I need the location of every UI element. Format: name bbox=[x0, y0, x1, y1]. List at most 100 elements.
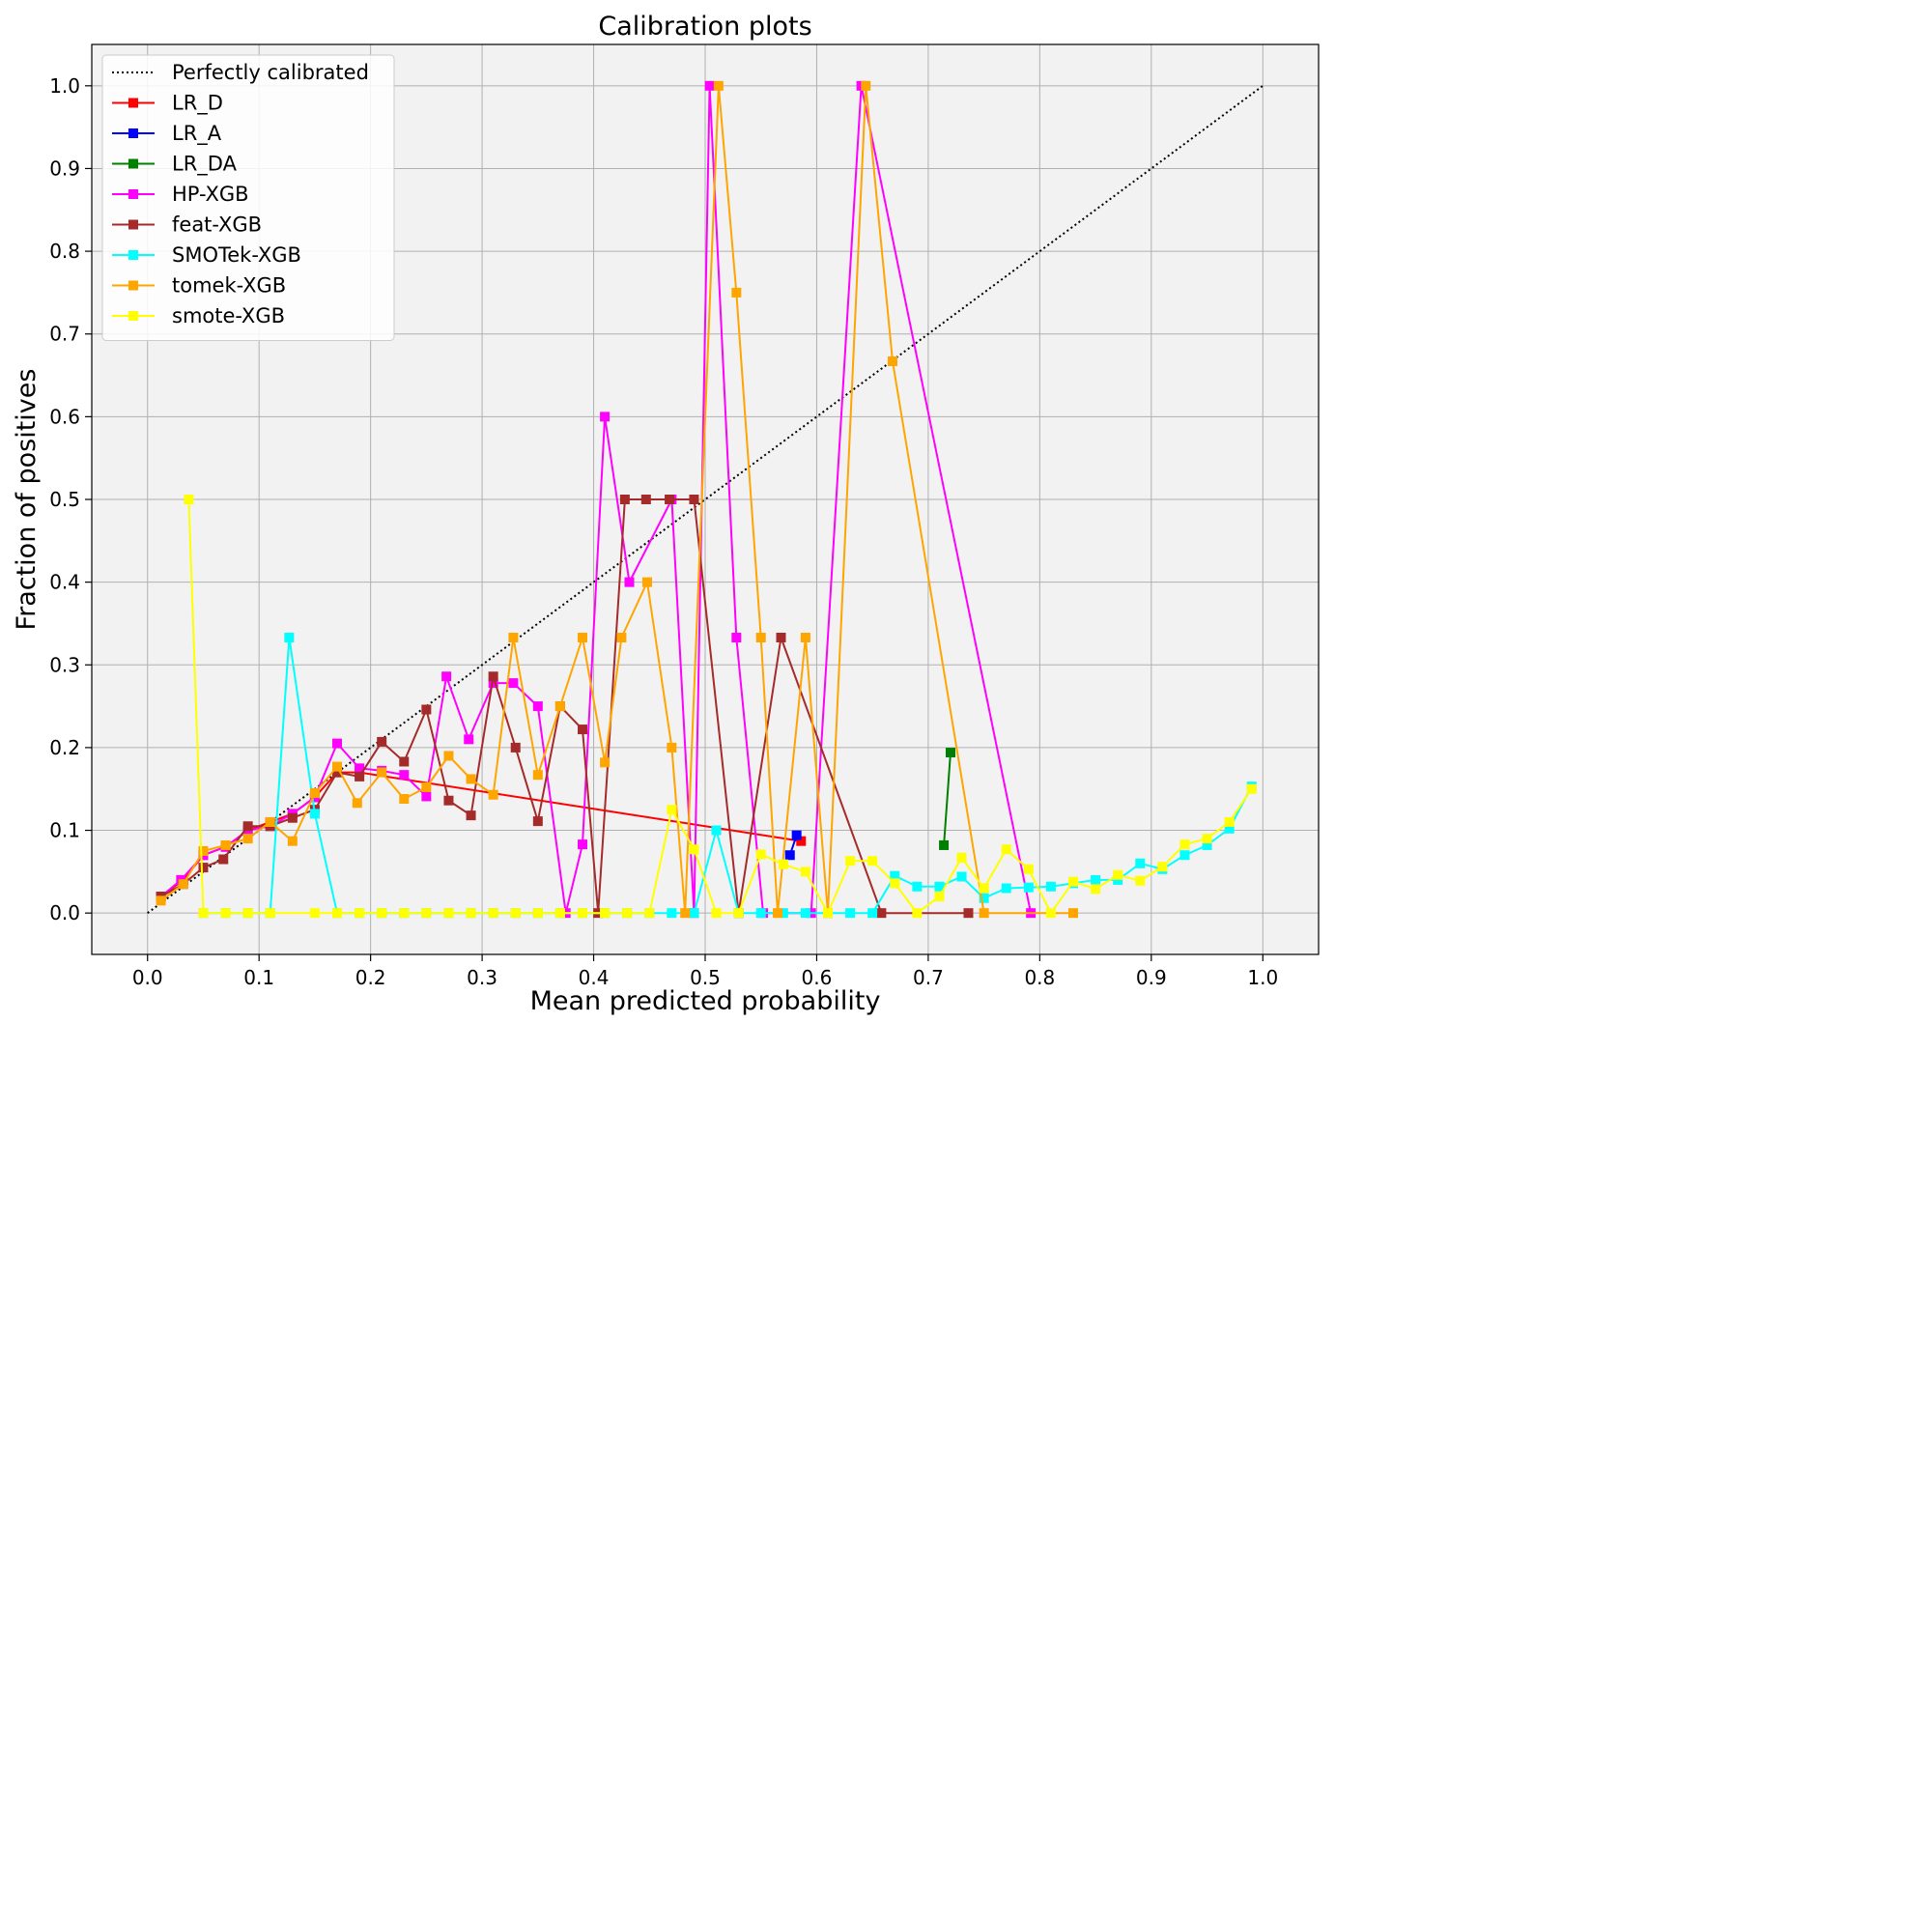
x-tick-label: 0.7 bbox=[913, 966, 944, 989]
legend-marker-lr-d bbox=[128, 98, 138, 108]
data-point-tomek-xgb bbox=[508, 633, 519, 643]
data-point-tomek-xgb bbox=[979, 908, 989, 919]
data-point-hp-xgb bbox=[624, 577, 635, 587]
data-point-smotek-xgb bbox=[956, 871, 967, 882]
data-point-smote-xgb bbox=[979, 883, 989, 894]
data-point-smote-xgb bbox=[242, 908, 253, 919]
y-tick-label: 0.2 bbox=[49, 736, 80, 759]
data-point-tomek-xgb bbox=[466, 774, 476, 784]
data-point-smote-xgb bbox=[578, 908, 587, 919]
data-point-smote-xgb bbox=[355, 908, 365, 919]
series-line-lr-da bbox=[943, 752, 952, 846]
data-point-feat-xgb bbox=[242, 821, 253, 832]
data-point-smotek-xgb bbox=[755, 908, 766, 919]
data-point-smote-xgb bbox=[1023, 864, 1034, 874]
data-point-feat-xgb bbox=[876, 908, 887, 919]
legend-marker-smotek-xgb bbox=[128, 250, 138, 260]
data-point-feat-xgb bbox=[355, 771, 365, 781]
data-point-tomek-xgb bbox=[755, 633, 766, 643]
data-point-smotek-xgb bbox=[689, 908, 699, 919]
x-axis-label: Mean predicted probability bbox=[530, 986, 881, 1016]
data-point-feat-xgb bbox=[218, 854, 229, 865]
data-point-smote-xgb bbox=[1179, 839, 1190, 850]
data-point-tomek-xgb bbox=[600, 757, 611, 768]
data-point-tomek-xgb bbox=[198, 845, 209, 856]
data-point-smote-xgb bbox=[823, 908, 833, 919]
data-point-feat-xgb bbox=[619, 495, 630, 504]
data-point-smote-xgb bbox=[443, 908, 454, 919]
data-point-hp-xgb bbox=[508, 678, 519, 689]
y-tick-label: 0.8 bbox=[49, 240, 80, 263]
y-axis-label: Fraction of positives bbox=[12, 369, 42, 631]
data-point-smote-xgb bbox=[711, 908, 722, 919]
legend-label-perfectly-calibrated: Perfectly calibrated bbox=[172, 61, 369, 84]
data-point-tomek-xgb bbox=[887, 355, 897, 366]
data-point-feat-xgb bbox=[466, 810, 476, 821]
data-point-tomek-xgb bbox=[399, 794, 410, 805]
y-tick-label: 0.9 bbox=[49, 156, 80, 180]
data-point-feat-xgb bbox=[198, 863, 209, 873]
legend-marker-hp-xgb bbox=[128, 189, 138, 199]
data-point-tomek-xgb bbox=[488, 789, 498, 800]
x-tick-label: 0.0 bbox=[132, 966, 163, 989]
data-point-smotek-xgb bbox=[1113, 874, 1123, 885]
data-point-smote-xgb bbox=[488, 908, 498, 919]
data-point-tomek-xgb bbox=[287, 836, 298, 846]
data-point-smotek-xgb bbox=[778, 908, 788, 919]
series-tomek-xgb bbox=[156, 80, 1078, 919]
data-point-smote-xgb bbox=[1113, 869, 1123, 880]
data-point-smote-xgb bbox=[1202, 834, 1212, 844]
data-point-smote-xgb bbox=[184, 495, 194, 504]
x-tick-label: 0.1 bbox=[243, 966, 274, 989]
data-point-smote-xgb bbox=[532, 908, 543, 919]
data-point-smotek-xgb bbox=[284, 633, 295, 643]
data-point-smotek-xgb bbox=[912, 881, 923, 892]
series-lr-a bbox=[784, 830, 802, 861]
x-tick-label: 0.5 bbox=[690, 966, 721, 989]
data-point-smote-xgb bbox=[667, 805, 677, 815]
data-point-hp-xgb bbox=[441, 671, 452, 682]
data-point-tomek-xgb bbox=[641, 577, 652, 587]
data-point-smote-xgb bbox=[1001, 844, 1011, 855]
data-point-hp-xgb bbox=[578, 839, 587, 850]
y-tick-label: 0.5 bbox=[49, 488, 80, 511]
y-tick-label: 1.0 bbox=[49, 74, 80, 98]
y-tick-label: 0.3 bbox=[49, 653, 80, 676]
data-point-smotek-xgb bbox=[1135, 858, 1146, 868]
data-point-tomek-xgb bbox=[332, 761, 342, 772]
data-point-tomek-xgb bbox=[616, 633, 627, 643]
data-point-feat-xgb bbox=[689, 495, 699, 504]
data-point-smotek-xgb bbox=[1202, 839, 1212, 850]
data-point-feat-xgb bbox=[963, 908, 974, 919]
x-tick-label: 1.0 bbox=[1247, 966, 1278, 989]
data-point-hp-xgb bbox=[332, 738, 342, 749]
data-point-tomek-xgb bbox=[178, 879, 188, 890]
chart-title: Calibration plots bbox=[598, 12, 811, 42]
x-tick-label: 0.2 bbox=[355, 966, 386, 989]
data-point-smote-xgb bbox=[198, 908, 209, 919]
data-point-feat-xgb bbox=[399, 756, 410, 767]
data-point-smotek-xgb bbox=[979, 893, 989, 903]
data-point-smotek-xgb bbox=[1023, 882, 1034, 893]
y-tick-label: 0.7 bbox=[49, 323, 80, 346]
legend-label-lr-a: LR_A bbox=[172, 122, 222, 146]
data-point-smote-xgb bbox=[689, 844, 699, 855]
data-point-smote-xgb bbox=[912, 908, 923, 919]
legend-label-tomek-xgb: tomek-XGB bbox=[172, 274, 286, 298]
data-point-feat-xgb bbox=[776, 633, 786, 643]
y-tick-label: 0.0 bbox=[49, 901, 80, 924]
series-lr-da bbox=[939, 748, 955, 850]
data-point-tomek-xgb bbox=[443, 751, 454, 761]
legend: Perfectly calibrated LR_D LR_A LR_DA HP-XGB f… bbox=[101, 54, 395, 341]
legend-marker-lr-a bbox=[128, 128, 138, 138]
data-point-feat-xgb bbox=[377, 736, 387, 747]
data-point-lr-a bbox=[791, 830, 802, 840]
data-point-feat-xgb bbox=[640, 495, 651, 504]
y-tick-label: 0.1 bbox=[49, 819, 80, 842]
data-point-tomek-xgb bbox=[554, 701, 565, 712]
data-point-smote-xgb bbox=[1068, 876, 1078, 887]
data-point-smotek-xgb bbox=[845, 908, 856, 919]
data-point-smote-xgb bbox=[510, 908, 521, 919]
legend-label-feat-xgb: feat-XGB bbox=[172, 213, 262, 237]
